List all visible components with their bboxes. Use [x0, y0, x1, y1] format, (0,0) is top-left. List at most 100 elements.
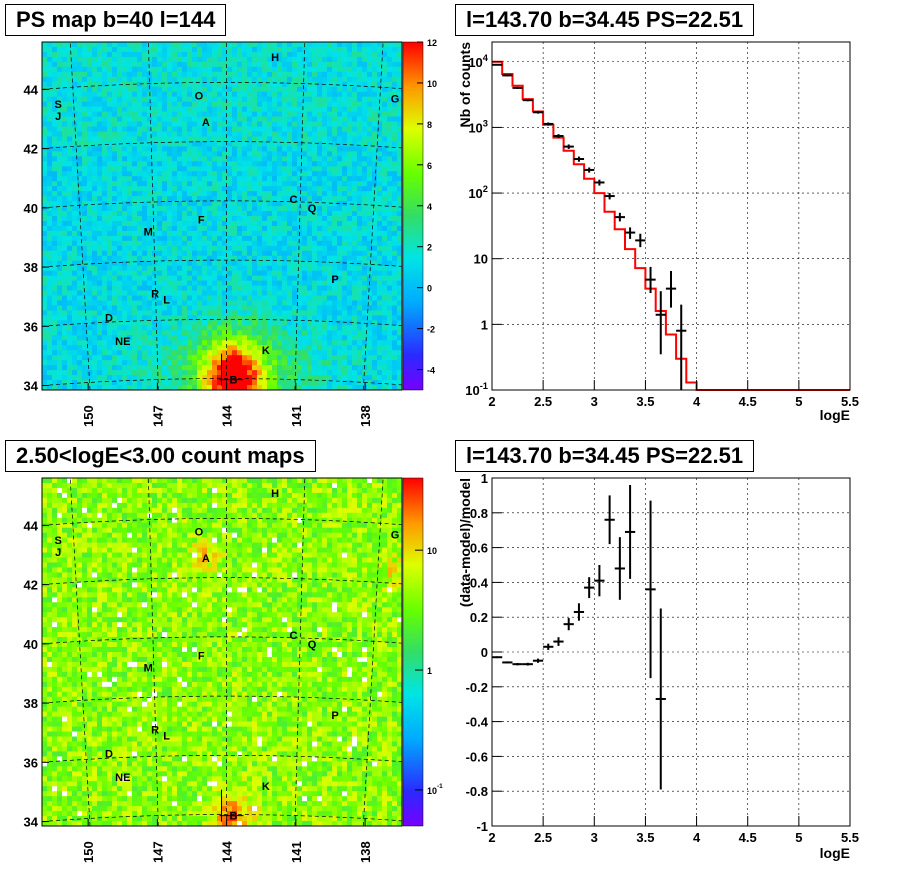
- map-cell: [347, 370, 353, 376]
- map-cell: [217, 235, 223, 242]
- map-cell: [332, 151, 338, 157]
- map-cell: [97, 141, 103, 147]
- map-cell: [192, 275, 198, 282]
- map-cell: [372, 156, 378, 162]
- map-cell: [207, 380, 213, 386]
- map-cell: [52, 76, 58, 83]
- map-cell: [372, 260, 378, 267]
- map-cell: [302, 111, 308, 117]
- map-cell: [87, 216, 93, 222]
- map-cell: [192, 375, 198, 381]
- map-cell: [67, 345, 73, 351]
- map-cell: [132, 240, 138, 247]
- map-cell: [242, 66, 248, 73]
- map-cell: [302, 360, 308, 366]
- map-cell: [42, 365, 48, 371]
- map-cell: [232, 46, 238, 53]
- map-cell: [327, 255, 333, 262]
- map-cell: [372, 325, 378, 331]
- map-cell: [222, 206, 228, 212]
- map-cell: [77, 166, 83, 172]
- map-cell: [207, 166, 213, 172]
- map-cell: [62, 116, 68, 122]
- map-cell: [142, 240, 148, 247]
- map-cell: [257, 375, 263, 381]
- map-cell: [182, 191, 188, 197]
- map-cell: [262, 76, 268, 83]
- map-cell: [372, 106, 378, 112]
- map-cell: [77, 96, 83, 103]
- map-cell: [207, 71, 213, 78]
- map-cell: [47, 250, 53, 257]
- map-cell: [307, 101, 313, 108]
- map-cell: [377, 71, 383, 78]
- map-cell: [182, 71, 188, 78]
- map-cell: [252, 76, 258, 83]
- map-cell: [232, 101, 238, 108]
- map-cell: [192, 370, 198, 376]
- map-cell: [197, 260, 203, 267]
- map-cell: [212, 126, 218, 132]
- map-cell: [167, 330, 173, 336]
- map-cell: [367, 111, 373, 117]
- map-cell: [372, 206, 378, 212]
- map-cell: [357, 335, 363, 341]
- map-cell: [397, 46, 403, 53]
- map-cell: [252, 166, 258, 172]
- map-cell: [272, 141, 278, 147]
- map-cell: [392, 101, 398, 108]
- map-cell: [292, 166, 298, 172]
- map-cell: [352, 211, 358, 217]
- map-cell: [57, 56, 63, 63]
- map-cell: [282, 156, 288, 162]
- map-cell: [257, 186, 263, 192]
- map-cell: [337, 46, 343, 53]
- map-cell: [202, 206, 208, 212]
- map-cell: [142, 146, 148, 152]
- map-cell: [297, 66, 303, 73]
- map-cell: [167, 51, 173, 58]
- map-cell: [152, 46, 158, 53]
- map-cell: [177, 216, 183, 222]
- map-cell: [157, 121, 163, 127]
- map-cell: [292, 285, 298, 291]
- map-cell: [352, 315, 358, 321]
- map-cell: [177, 166, 183, 172]
- map-cell: [397, 330, 403, 336]
- map-cell: [382, 365, 388, 371]
- map-cell: [47, 116, 53, 122]
- map-cell: [97, 56, 103, 63]
- map-cell: [57, 265, 63, 272]
- map-cell: [152, 121, 158, 127]
- map-cell: [327, 370, 333, 376]
- map-cell: [152, 360, 158, 366]
- map-cell: [52, 250, 58, 257]
- map-cell: [112, 116, 118, 122]
- map-cell: [62, 101, 68, 108]
- map-cell: [117, 201, 123, 207]
- map-cell: [307, 46, 313, 53]
- map-cell: [52, 86, 58, 93]
- map-cell: [242, 375, 248, 381]
- map-cell: [167, 76, 173, 83]
- map-cell: [162, 240, 168, 247]
- map-cell: [122, 325, 128, 331]
- map-cell: [272, 285, 278, 291]
- map-cell: [152, 380, 158, 386]
- map-cell: [217, 295, 223, 301]
- map-cell: [122, 51, 128, 58]
- map-cell: [97, 216, 103, 222]
- map-cell: [302, 91, 308, 98]
- map-cell: [122, 91, 128, 98]
- map-cell: [332, 76, 338, 83]
- map-cell: [97, 275, 103, 282]
- map-cell: [202, 260, 208, 267]
- map-cell: [382, 161, 388, 167]
- map-cell: [162, 116, 168, 122]
- map-cell: [202, 166, 208, 172]
- map-cell: [52, 385, 58, 391]
- map-cell: [372, 295, 378, 301]
- map-cell: [227, 116, 233, 122]
- map-cell: [92, 290, 98, 296]
- map-cell: [157, 260, 163, 267]
